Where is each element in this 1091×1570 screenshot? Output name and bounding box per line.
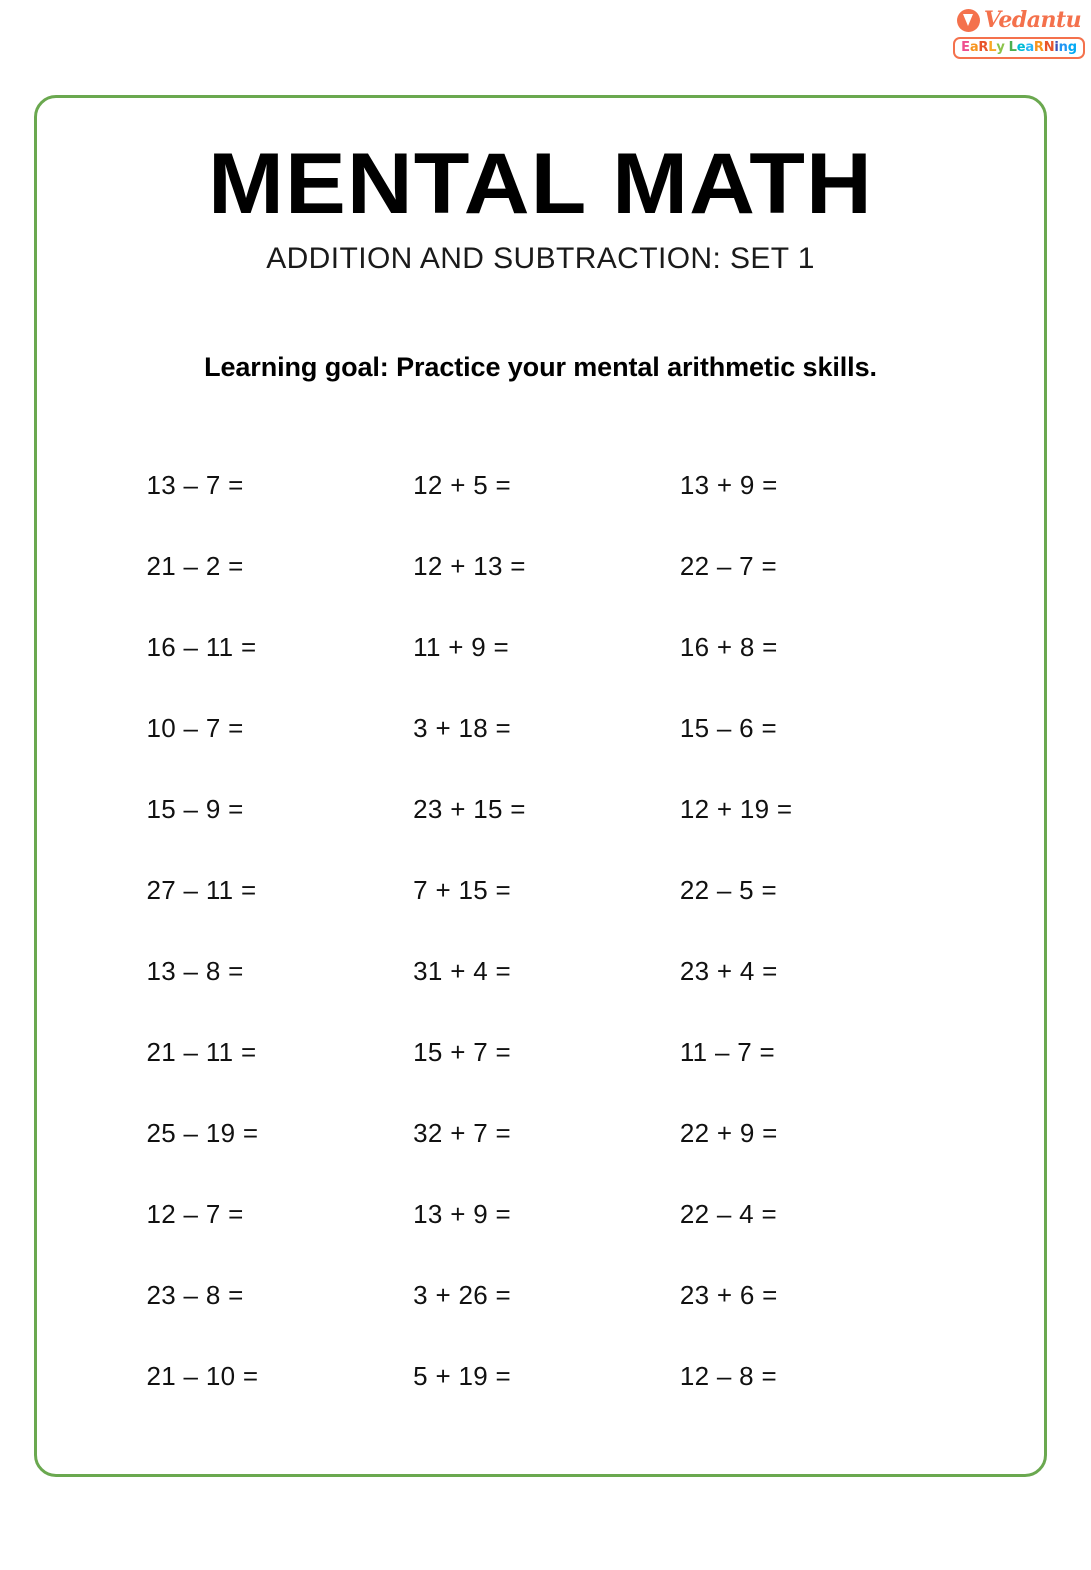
problem-item: 21 – 2 = bbox=[146, 551, 244, 582]
problem-item: 22 – 7 = bbox=[679, 551, 777, 582]
problem-item: 12 + 13 = bbox=[413, 551, 526, 582]
problem-item: 12 – 7 = bbox=[146, 1199, 244, 1230]
problem-grid: 13 – 7 = 12 + 5 = 13 + 9 = 21 – 2 = 12 + 13 … bbox=[141, 383, 941, 1417]
problem-item: 22 – 5 = bbox=[679, 875, 777, 906]
problem-item: 13 + 9 = bbox=[413, 1199, 511, 1230]
problem-item: 13 – 8 = bbox=[146, 956, 244, 987]
problem-item: 21 – 10 = bbox=[146, 1361, 259, 1392]
problem-item: 13 + 9 = bbox=[679, 470, 778, 501]
problem-item: 15 – 6 = bbox=[679, 713, 777, 744]
problem-item: 25 – 19 = bbox=[146, 1118, 259, 1149]
worksheet-frame: MENTAL MATH ADDITION AND SUBTRACTION: SE… bbox=[34, 95, 1047, 1477]
badge-letter: E bbox=[961, 40, 970, 55]
badge-letter: R bbox=[1033, 40, 1044, 55]
problem-item: 23 – 8 = bbox=[146, 1280, 244, 1311]
learning-goal-text: Learning goal: Practice your mental arit… bbox=[204, 352, 877, 383]
problem-item: 31 + 4 = bbox=[413, 956, 511, 987]
page-title: MENTAL MATH bbox=[208, 136, 873, 232]
problem-item: 7 + 15 = bbox=[413, 875, 511, 906]
badge-letter: e bbox=[1016, 40, 1026, 55]
problem-item: 21 – 11 = bbox=[146, 1037, 257, 1068]
badge-letter: R bbox=[978, 40, 989, 55]
problem-item: 22 + 9 = bbox=[679, 1118, 778, 1149]
problem-item: 16 + 8 = bbox=[679, 632, 778, 663]
problem-item: 15 – 9 = bbox=[146, 794, 244, 825]
problem-item: 10 – 7 = bbox=[146, 713, 244, 744]
problem-item: 27 – 11 = bbox=[146, 875, 257, 906]
badge-letter: a bbox=[969, 40, 979, 55]
problem-item: 11 + 9 = bbox=[413, 632, 510, 663]
problem-item: 23 + 4 = bbox=[679, 956, 778, 987]
vedantu-v-mark-icon bbox=[956, 8, 980, 32]
problem-item: 32 + 7 = bbox=[413, 1118, 511, 1149]
problem-item: 5 + 19 = bbox=[413, 1361, 511, 1392]
problem-item: 12 – 8 = bbox=[679, 1361, 777, 1392]
badge-letter: L bbox=[1008, 40, 1017, 55]
brand-name: Vedantu bbox=[983, 7, 1082, 33]
problem-item: 15 + 7 = bbox=[413, 1037, 511, 1068]
problem-item: 16 – 11 = bbox=[146, 632, 257, 663]
problem-item: 22 – 4 = bbox=[679, 1199, 777, 1230]
problem-item: 3 + 26 = bbox=[413, 1280, 511, 1311]
badge-letter: y bbox=[996, 40, 1005, 55]
problem-item: 12 + 19 = bbox=[679, 794, 793, 825]
badge-letter: a bbox=[1025, 40, 1034, 55]
page-subtitle: ADDITION AND SUBTRACTION: SET 1 bbox=[266, 242, 815, 276]
badge-letter: g bbox=[1067, 40, 1077, 55]
badge-letter: i bbox=[1054, 40, 1059, 55]
problem-item: 12 + 5 = bbox=[413, 470, 511, 501]
problem-item: 13 – 7 = bbox=[146, 470, 244, 501]
problem-item: 23 + 15 = bbox=[413, 794, 526, 825]
badge-letter: L bbox=[988, 40, 997, 55]
problem-item: 11 – 7 = bbox=[679, 1037, 775, 1068]
badge-letter: n bbox=[1058, 40, 1068, 55]
problem-item: 3 + 18 = bbox=[413, 713, 511, 744]
problem-item: 23 + 6 = bbox=[679, 1280, 778, 1311]
badge-letter: N bbox=[1043, 40, 1055, 55]
logo-wordmark-row: Vedantu bbox=[956, 6, 1082, 34]
